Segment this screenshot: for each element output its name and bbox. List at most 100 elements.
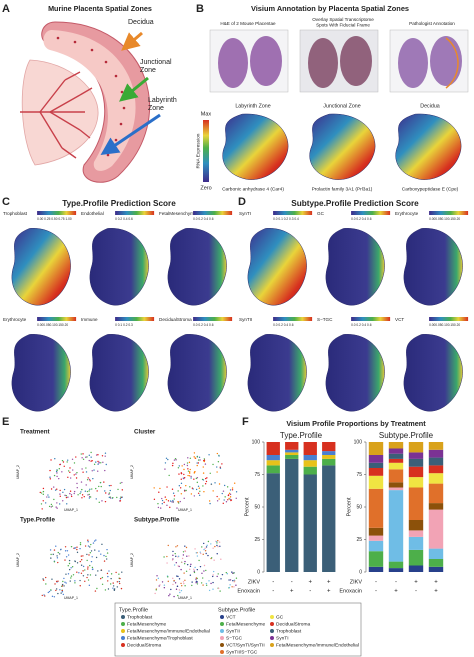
legend-title: Subtype.Profile <box>218 607 255 613</box>
scale-label: 0.000.050.100.150.20 <box>37 323 68 327</box>
umap-point <box>213 559 215 561</box>
panel-letter: A <box>2 3 10 15</box>
umap-point <box>88 490 90 492</box>
map-name: FetalMesenchyme <box>159 211 197 216</box>
tissue-map <box>167 228 227 306</box>
umap-point <box>65 496 68 499</box>
umap-point <box>174 552 176 555</box>
bar-segment <box>368 455 384 463</box>
bar-segment <box>266 455 280 461</box>
umap-point <box>196 464 198 467</box>
umap-point <box>67 476 69 478</box>
umap-point <box>82 471 84 473</box>
legend-entry: GC <box>276 614 284 620</box>
umap-point <box>50 589 52 591</box>
bar-segment <box>388 487 404 491</box>
umap-point <box>50 506 52 508</box>
panel-letter: D <box>238 196 246 208</box>
umap-point <box>53 474 56 477</box>
bar-segment <box>388 568 404 572</box>
umap-point <box>119 482 122 484</box>
bar-segment <box>368 442 384 455</box>
umap-point <box>98 485 100 488</box>
umap-point <box>195 578 197 580</box>
umap-point <box>233 579 236 581</box>
umap-point <box>115 571 117 574</box>
bar-segment <box>303 460 317 467</box>
umap-point <box>183 477 186 479</box>
y-tick-label: 0 <box>257 569 260 575</box>
umap-point <box>85 484 87 486</box>
umap-point <box>64 559 66 561</box>
umap-point <box>190 475 192 478</box>
umap-point <box>186 563 189 566</box>
umap-point <box>86 553 88 556</box>
legend-title: Type.Profile <box>119 607 148 613</box>
umap-point <box>216 542 218 544</box>
umap-point <box>61 471 63 473</box>
umap-point <box>74 560 77 563</box>
umap-point <box>59 463 61 466</box>
umap-point <box>60 592 62 594</box>
bar-segment <box>368 488 384 528</box>
scale-bar <box>351 211 391 215</box>
umap-point <box>188 475 191 477</box>
umap-point <box>96 490 98 492</box>
map-name: SynTII <box>239 317 252 322</box>
zone-label: Labyrinth <box>148 97 177 104</box>
umap-point <box>212 581 214 584</box>
umap-point <box>76 487 78 489</box>
umap-point <box>205 546 208 548</box>
umap-point <box>56 502 58 504</box>
umap-point <box>98 501 100 504</box>
umap-point <box>67 554 70 556</box>
tissue-map <box>247 228 307 306</box>
umap-point <box>59 493 61 495</box>
umap-point <box>187 470 190 472</box>
umap-point <box>204 550 207 552</box>
umap-point <box>184 545 186 547</box>
umap-point <box>230 499 233 501</box>
umap-point <box>184 579 186 582</box>
umap-point <box>112 582 114 584</box>
umap-point <box>101 583 104 585</box>
umap-point <box>101 576 104 579</box>
umap-point <box>104 589 107 591</box>
umap-point <box>203 491 205 493</box>
umap-point <box>183 473 185 476</box>
legend-entry: FetalMesenchyme/Trophoblast <box>127 635 193 641</box>
umap-point <box>228 492 231 495</box>
map-name: GC <box>317 211 325 216</box>
umap-point <box>112 585 115 587</box>
umap-point <box>80 481 83 483</box>
umap-point <box>52 486 55 488</box>
scale-label: 0.0 0.2 0.4 0.6 <box>193 323 214 327</box>
legend-swatch <box>121 629 125 633</box>
umap-title: Cluster <box>134 429 156 436</box>
umap-point <box>91 470 93 472</box>
scale-label: 0.0 0.1 0.2 0.3 0.4 <box>273 217 299 221</box>
bar-segment <box>388 458 404 463</box>
umap-point <box>228 579 230 581</box>
umap-point <box>221 573 224 576</box>
bar-segment <box>368 566 384 572</box>
umap-point <box>198 456 201 459</box>
legend-swatch <box>270 643 274 647</box>
umap-point <box>173 459 176 461</box>
umap-point <box>107 575 109 578</box>
treatment-sign: - <box>375 589 377 595</box>
axis-label: UMAP_1 <box>178 508 192 512</box>
scale-label: 0.00 0.25 0.50 0.75 1.00 <box>37 217 72 221</box>
tissue-map <box>403 334 463 412</box>
umap-point <box>57 592 59 595</box>
umap-point <box>50 557 52 559</box>
umap-point <box>108 493 110 495</box>
umap-point <box>86 479 89 481</box>
tissue-map <box>11 228 71 306</box>
umap-point <box>184 490 186 492</box>
bar-segment <box>388 462 404 470</box>
umap-point <box>171 464 174 467</box>
umap-point <box>171 501 173 503</box>
umap-point <box>45 583 47 585</box>
umap-point <box>116 496 118 499</box>
